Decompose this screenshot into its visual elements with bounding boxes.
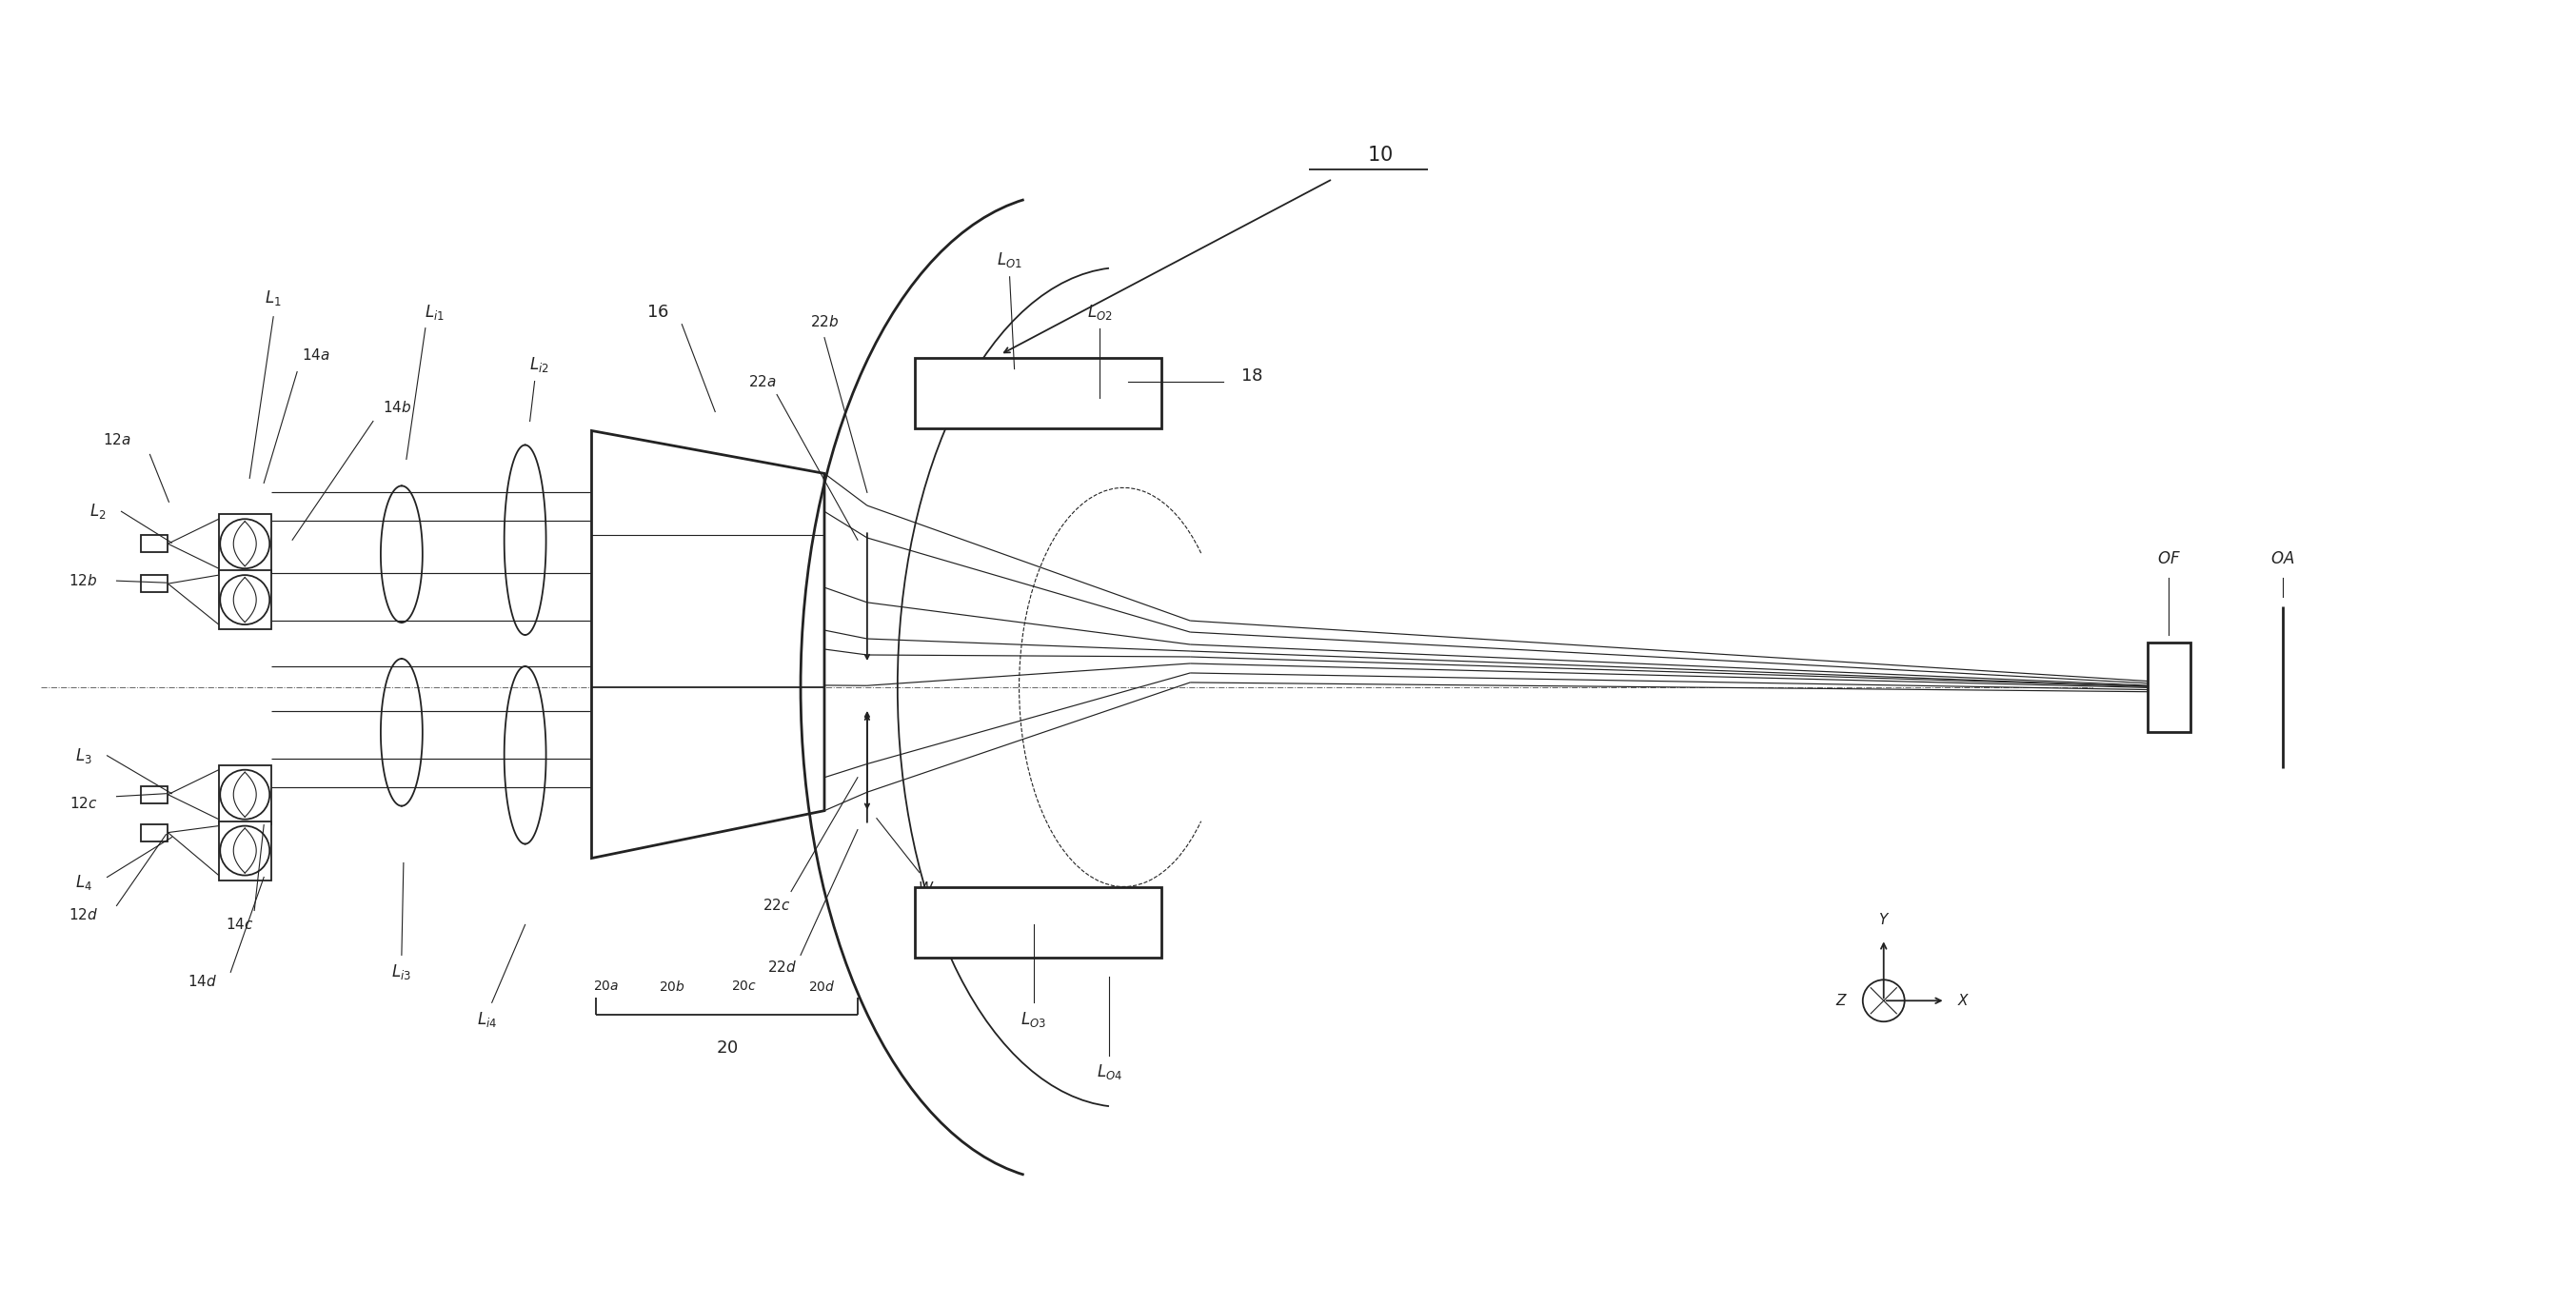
Text: $\it{22b}$: $\it{22b}$: [809, 313, 840, 329]
Text: $\it{20a}$: $\it{20a}$: [592, 980, 618, 993]
Text: $L_{i2}$: $L_{i2}$: [531, 355, 549, 374]
Text: $\it{22a}$: $\it{22a}$: [750, 374, 778, 389]
Text: $L_{O4}$: $L_{O4}$: [1097, 1062, 1123, 1081]
Text: $\it{12a}$: $\it{12a}$: [103, 432, 131, 448]
Text: $L_3$: $L_3$: [75, 746, 93, 765]
Bar: [914, 887, 1162, 957]
Text: $L_2$: $L_2$: [90, 502, 106, 521]
Text: $\it{22d}$: $\it{22d}$: [768, 960, 796, 976]
Text: $\it{20d}$: $\it{20d}$: [809, 980, 835, 994]
Text: $\it{Z}$: $\it{Z}$: [1834, 993, 1847, 1008]
Bar: [219, 571, 270, 629]
Bar: [142, 824, 167, 841]
Text: $\it{14a}$: $\it{14a}$: [301, 347, 330, 362]
Text: $\it{22c}$: $\it{22c}$: [762, 899, 791, 913]
Text: $L_{O2}$: $L_{O2}$: [1087, 303, 1113, 321]
Text: $\it{18}$: $\it{18}$: [1242, 367, 1262, 384]
Text: $\it{20}$: $\it{20}$: [716, 1040, 739, 1057]
Bar: [914, 358, 1162, 428]
Bar: [142, 535, 167, 552]
Text: $\it{14d}$: $\it{14d}$: [188, 974, 216, 990]
Text: $\it{16}$: $\it{16}$: [647, 303, 670, 320]
Bar: [142, 575, 167, 592]
Bar: [142, 786, 167, 803]
Text: $\it{20c}$: $\it{20c}$: [732, 980, 757, 993]
Text: $L_{O3}$: $L_{O3}$: [1020, 1010, 1046, 1029]
Text: $W_1$: $W_1$: [917, 880, 940, 897]
Text: $\it{12c}$: $\it{12c}$: [70, 795, 98, 811]
Text: $\it{12d}$: $\it{12d}$: [70, 908, 98, 923]
Text: $L_{O1}$: $L_{O1}$: [997, 251, 1023, 269]
Text: $\it{14c}$: $\it{14c}$: [227, 917, 255, 932]
Text: $L_1$: $L_1$: [265, 289, 281, 307]
Text: $\it{X}$: $\it{X}$: [1958, 993, 1971, 1008]
Text: $\it{Y}$: $\it{Y}$: [1878, 913, 1891, 927]
Text: $\it{14b}$: $\it{14b}$: [381, 400, 412, 414]
Text: $L_4$: $L_4$: [75, 872, 93, 892]
Text: $\it{10}$: $\it{10}$: [1368, 146, 1394, 165]
Bar: [219, 821, 270, 880]
Text: $L_{i3}$: $L_{i3}$: [392, 963, 412, 982]
Bar: [219, 765, 270, 824]
Text: $\it{OA}$: $\it{OA}$: [2269, 551, 2295, 567]
Polygon shape: [592, 431, 824, 858]
Text: $L_{i1}$: $L_{i1}$: [425, 303, 446, 321]
Text: $\it{12b}$: $\it{12b}$: [70, 573, 98, 589]
Text: $L_{i4}$: $L_{i4}$: [477, 1010, 497, 1029]
Text: $\it{OF}$: $\it{OF}$: [2156, 551, 2179, 567]
Bar: [2148, 643, 2190, 733]
Text: $\it{20b}$: $\it{20b}$: [659, 980, 685, 994]
Bar: [219, 515, 270, 573]
